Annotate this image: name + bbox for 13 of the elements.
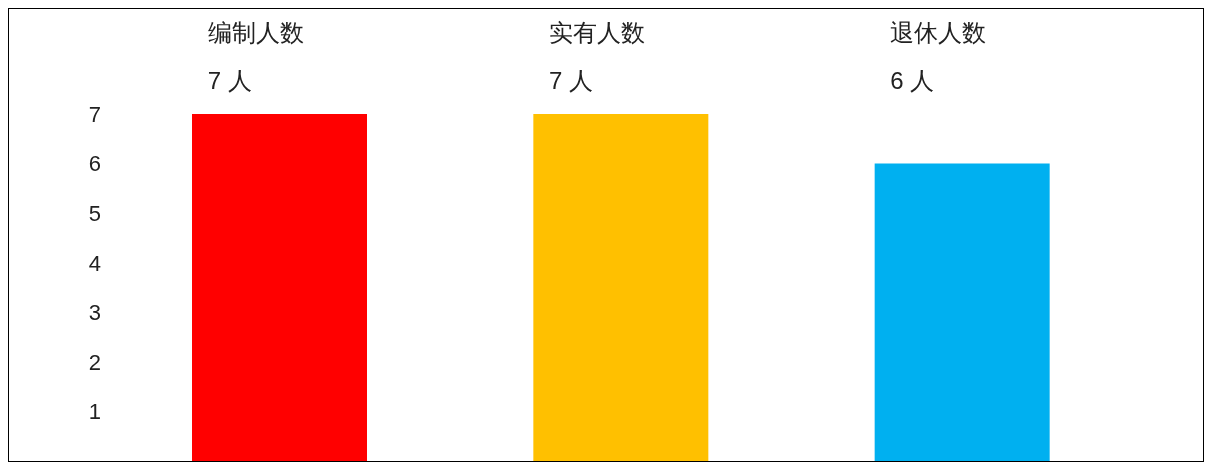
y-tick-label: 4 — [88, 250, 101, 276]
y-tick-label: 3 — [88, 300, 101, 326]
x-tick-label: 退休人数 — [890, 19, 987, 46]
data-label: 6 人 — [890, 67, 935, 94]
y-tick-label: 5 — [88, 200, 101, 226]
data-label: 7 人 — [207, 67, 252, 94]
data-label: 7 人 — [549, 67, 594, 94]
x-tick-label: 实有人数 — [549, 19, 645, 46]
y-tick-label: 6 — [88, 151, 101, 177]
x-tick-label: 编制人数 — [207, 19, 304, 46]
y-tick-label: 7 — [88, 101, 101, 127]
y-tick-label: 1 — [88, 399, 101, 425]
y-tick-label: 2 — [88, 349, 101, 375]
